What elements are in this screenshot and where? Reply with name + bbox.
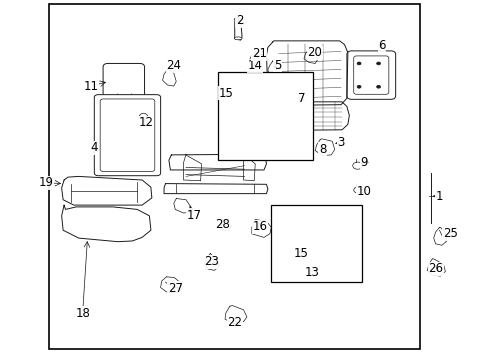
Text: 8: 8 <box>318 143 325 156</box>
FancyBboxPatch shape <box>346 51 395 99</box>
Text: 15: 15 <box>218 87 233 100</box>
Circle shape <box>376 62 380 65</box>
Circle shape <box>356 62 360 65</box>
Circle shape <box>353 187 361 193</box>
Circle shape <box>376 85 380 88</box>
Text: 10: 10 <box>356 185 371 198</box>
Text: 15: 15 <box>293 247 308 260</box>
Text: 22: 22 <box>227 316 242 329</box>
Text: 7: 7 <box>298 92 305 105</box>
Ellipse shape <box>234 37 242 40</box>
Text: 12: 12 <box>138 116 153 129</box>
Text: 26: 26 <box>427 262 442 275</box>
FancyBboxPatch shape <box>94 95 160 176</box>
Text: 2: 2 <box>235 14 243 27</box>
Text: 5: 5 <box>273 59 281 72</box>
Text: 24: 24 <box>166 59 181 72</box>
Text: 13: 13 <box>304 266 319 279</box>
Text: 17: 17 <box>186 209 201 222</box>
Text: 6: 6 <box>378 39 385 52</box>
Bar <box>217 72 312 160</box>
Bar <box>271 205 361 282</box>
Ellipse shape <box>234 18 242 21</box>
Text: 3: 3 <box>337 136 344 149</box>
Text: 4: 4 <box>90 141 98 154</box>
Text: 14: 14 <box>247 59 262 72</box>
Text: 19: 19 <box>39 176 53 189</box>
Text: 20: 20 <box>306 46 322 59</box>
Text: 27: 27 <box>167 282 183 295</box>
FancyBboxPatch shape <box>103 63 144 98</box>
Circle shape <box>140 113 147 119</box>
Text: 25: 25 <box>442 227 457 240</box>
Text: 11: 11 <box>83 80 98 93</box>
Text: 18: 18 <box>75 307 90 320</box>
Text: 21: 21 <box>251 47 266 60</box>
Circle shape <box>352 162 362 169</box>
Text: 1: 1 <box>435 190 443 203</box>
Text: 9: 9 <box>360 156 367 168</box>
Text: 28: 28 <box>215 218 229 231</box>
Circle shape <box>356 85 360 88</box>
Text: 16: 16 <box>252 220 267 233</box>
Text: 23: 23 <box>204 255 219 268</box>
Bar <box>49 4 419 348</box>
